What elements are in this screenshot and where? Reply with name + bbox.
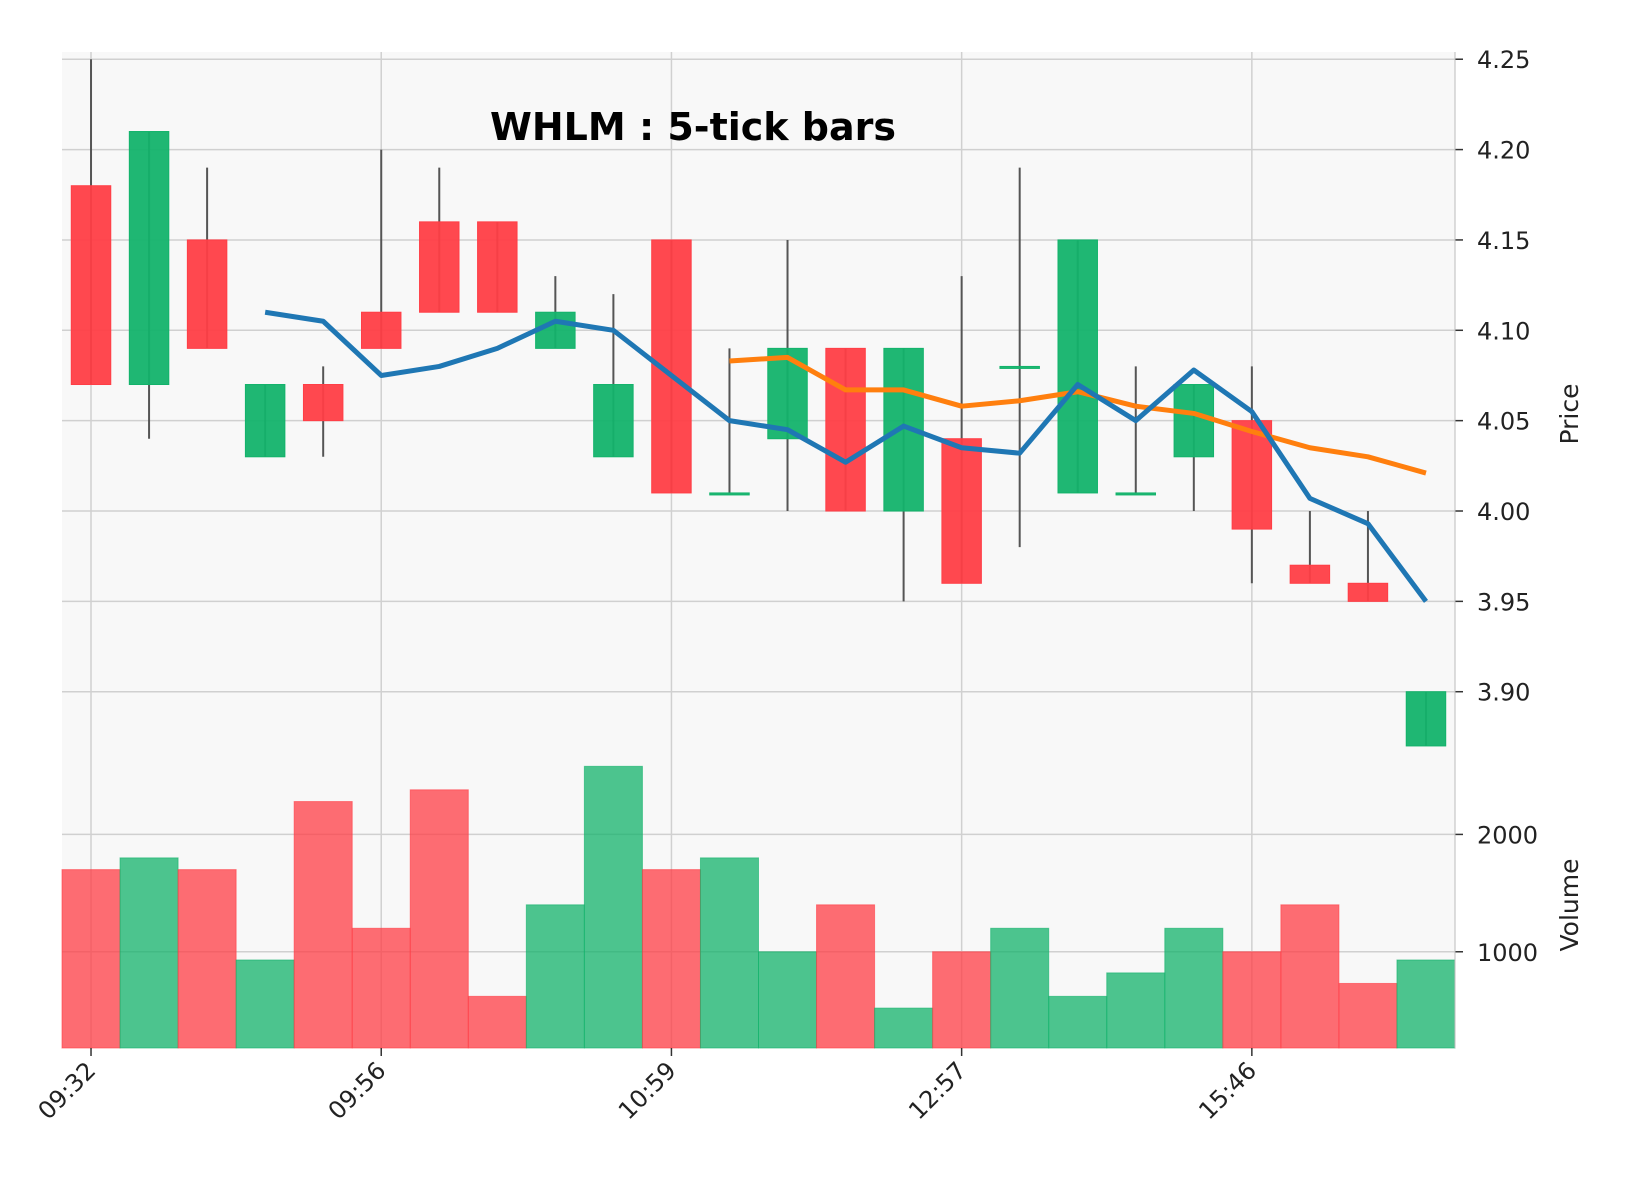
candle-body [941, 438, 982, 584]
candle-body [1347, 582, 1389, 602]
volume-bar [1106, 972, 1166, 1049]
candle-body [1405, 691, 1447, 747]
candle-body [1057, 239, 1098, 494]
volume-bars [61, 765, 1456, 1049]
volume-bar [1048, 995, 1108, 1049]
price-tick-label: 4.00 [1477, 498, 1530, 526]
candle-body [999, 365, 1040, 369]
volume-bar [119, 857, 179, 1049]
candle-body [419, 221, 460, 313]
volume-tick-label: 2000 [1477, 821, 1538, 849]
candles [70, 59, 1447, 747]
volume-axis-label: Volume [1555, 859, 1584, 952]
price-tick-label: 4.25 [1477, 46, 1530, 74]
price-tick-label: 4.05 [1477, 408, 1530, 436]
volume-bar [235, 959, 295, 1049]
volume-bar [758, 951, 818, 1049]
price-panel [62, 52, 1455, 764]
volume-bar [1164, 927, 1224, 1049]
price-tick-label: 3.95 [1477, 588, 1530, 616]
volume-bar [1338, 982, 1398, 1049]
candle-body [1173, 384, 1215, 458]
volume-bar [467, 995, 527, 1049]
volume-bar [932, 951, 992, 1049]
candle-body [1231, 420, 1273, 530]
candle-body [302, 384, 344, 422]
candle-body [535, 311, 576, 349]
candle-body [1289, 564, 1331, 584]
moving-average-long-line [729, 354, 1427, 476]
volume-bar [583, 765, 643, 1049]
volume-bar [351, 927, 411, 1049]
volume-bar [409, 789, 469, 1049]
candle-body [244, 384, 286, 458]
candle-body [593, 384, 634, 458]
candle-body [1115, 492, 1157, 496]
price-axis-label: Price [1555, 384, 1584, 445]
volume-bar [1222, 951, 1282, 1049]
candle-body [360, 311, 402, 349]
volume-bar [1396, 959, 1456, 1049]
volume-bar [641, 869, 701, 1049]
candle-body [825, 347, 866, 512]
moving-average-short-line [264, 309, 1428, 603]
chart-title: WHLM : 5-tick bars [490, 105, 896, 149]
volume-bar [990, 927, 1050, 1049]
candle-body [709, 492, 750, 496]
volume-bar [874, 1007, 934, 1049]
volume-bar [177, 869, 237, 1049]
volume-tick-label: 1000 [1477, 939, 1538, 967]
candle-body [477, 221, 518, 313]
moving-average-lines [264, 309, 1428, 603]
candle-body [128, 131, 170, 386]
price-tick-label: 4.10 [1477, 317, 1530, 345]
price-tick-label: 4.15 [1477, 227, 1530, 255]
volume-bar [1280, 904, 1340, 1049]
price-tick-label: 4.20 [1477, 137, 1530, 165]
volume-bar [293, 801, 353, 1049]
volume-bar [816, 904, 876, 1049]
candle-body [651, 239, 692, 494]
volume-bar [699, 857, 759, 1049]
candle-body [186, 239, 228, 349]
volume-bar [525, 904, 585, 1049]
volume-bar [61, 869, 121, 1049]
price-tick-label: 3.90 [1477, 679, 1530, 707]
candle-body [70, 185, 112, 386]
